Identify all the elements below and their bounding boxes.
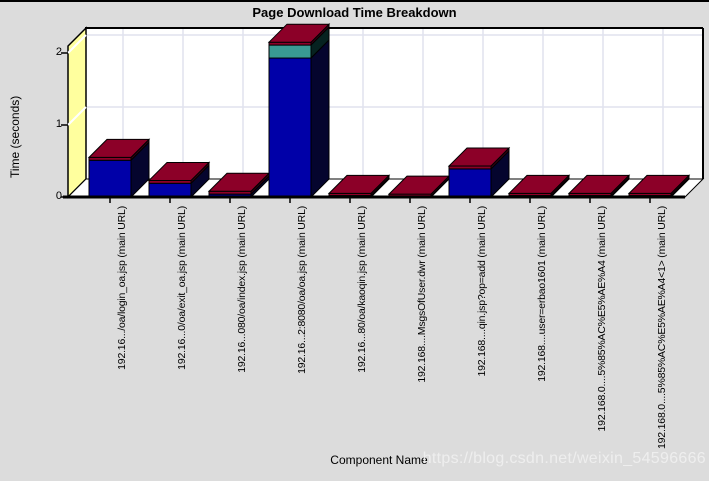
x-axis-label-6: 192.168....MsgsOfUser.dwr (main URL) [416, 206, 428, 383]
x-axis-label-1: 192.16.../oa/login_oa.jsp (main URL) [116, 206, 128, 370]
bar-side-face-blue-segment [310, 38, 330, 199]
bar-top-face [327, 174, 391, 194]
bar-top-face [267, 23, 331, 43]
bar-top-face [507, 174, 571, 194]
y-axis-wall-gridmark [67, 106, 87, 126]
y-axis-wall-gridmark [67, 34, 87, 54]
bar-front-face-blue-segment [148, 182, 192, 198]
x-axis-label-3: 192.16...080/oa/index.jsp (main URL) [236, 206, 248, 373]
watermark-text: https://blog.csdn.net/weixin_54596666 [422, 450, 706, 467]
top-edge-line [0, 0, 709, 2]
y-tick-label: 1 [55, 118, 62, 130]
bar-front-face-blue-segment [448, 168, 492, 198]
x-axis-label-8: 192.168....user=erbao1601 (main URL) [536, 206, 548, 382]
chart-title: Page Download Time Breakdown [252, 5, 457, 20]
y-tick-label: 2 [55, 46, 62, 58]
bar-top-face [627, 174, 691, 194]
bar-front-face-blue-segment [268, 57, 312, 198]
bar-top-face [567, 174, 631, 194]
x-axis-title: Component Name [330, 453, 428, 467]
bar-top-face [87, 138, 151, 158]
y-tick-label: 0 [55, 190, 62, 202]
x-axis-label-9: 192.168.0....5%85%AC%E5%AE%A4 (main URL) [596, 206, 608, 432]
bar-front-face-blue-segment [88, 159, 132, 198]
bar-top-face [447, 147, 511, 167]
plot-back-wall [86, 28, 703, 179]
x-axis-label-10: 192.168.0....5%85%AC%E5%AE%A4<1> (main U… [656, 206, 668, 449]
x-axis-label-7: 192.168....qin.jsp?op=add (main URL) [476, 206, 488, 377]
x-axis-label-5: 192.16...80/oa/kaoqin.jsp (main URL) [356, 206, 368, 373]
bar-front-face-teal-segment [268, 44, 312, 59]
x-axis-label-4: 192.16...2:8080/oa/oa.jsp (main URL) [296, 206, 308, 374]
x-axis-label-2: 192.16...0/oa/exit_oa.jsp (main URL) [176, 206, 188, 370]
y-axis-title: Time (seconds) [8, 95, 22, 178]
y-axis-wall [67, 26, 87, 199]
bar-top-face [147, 161, 211, 181]
